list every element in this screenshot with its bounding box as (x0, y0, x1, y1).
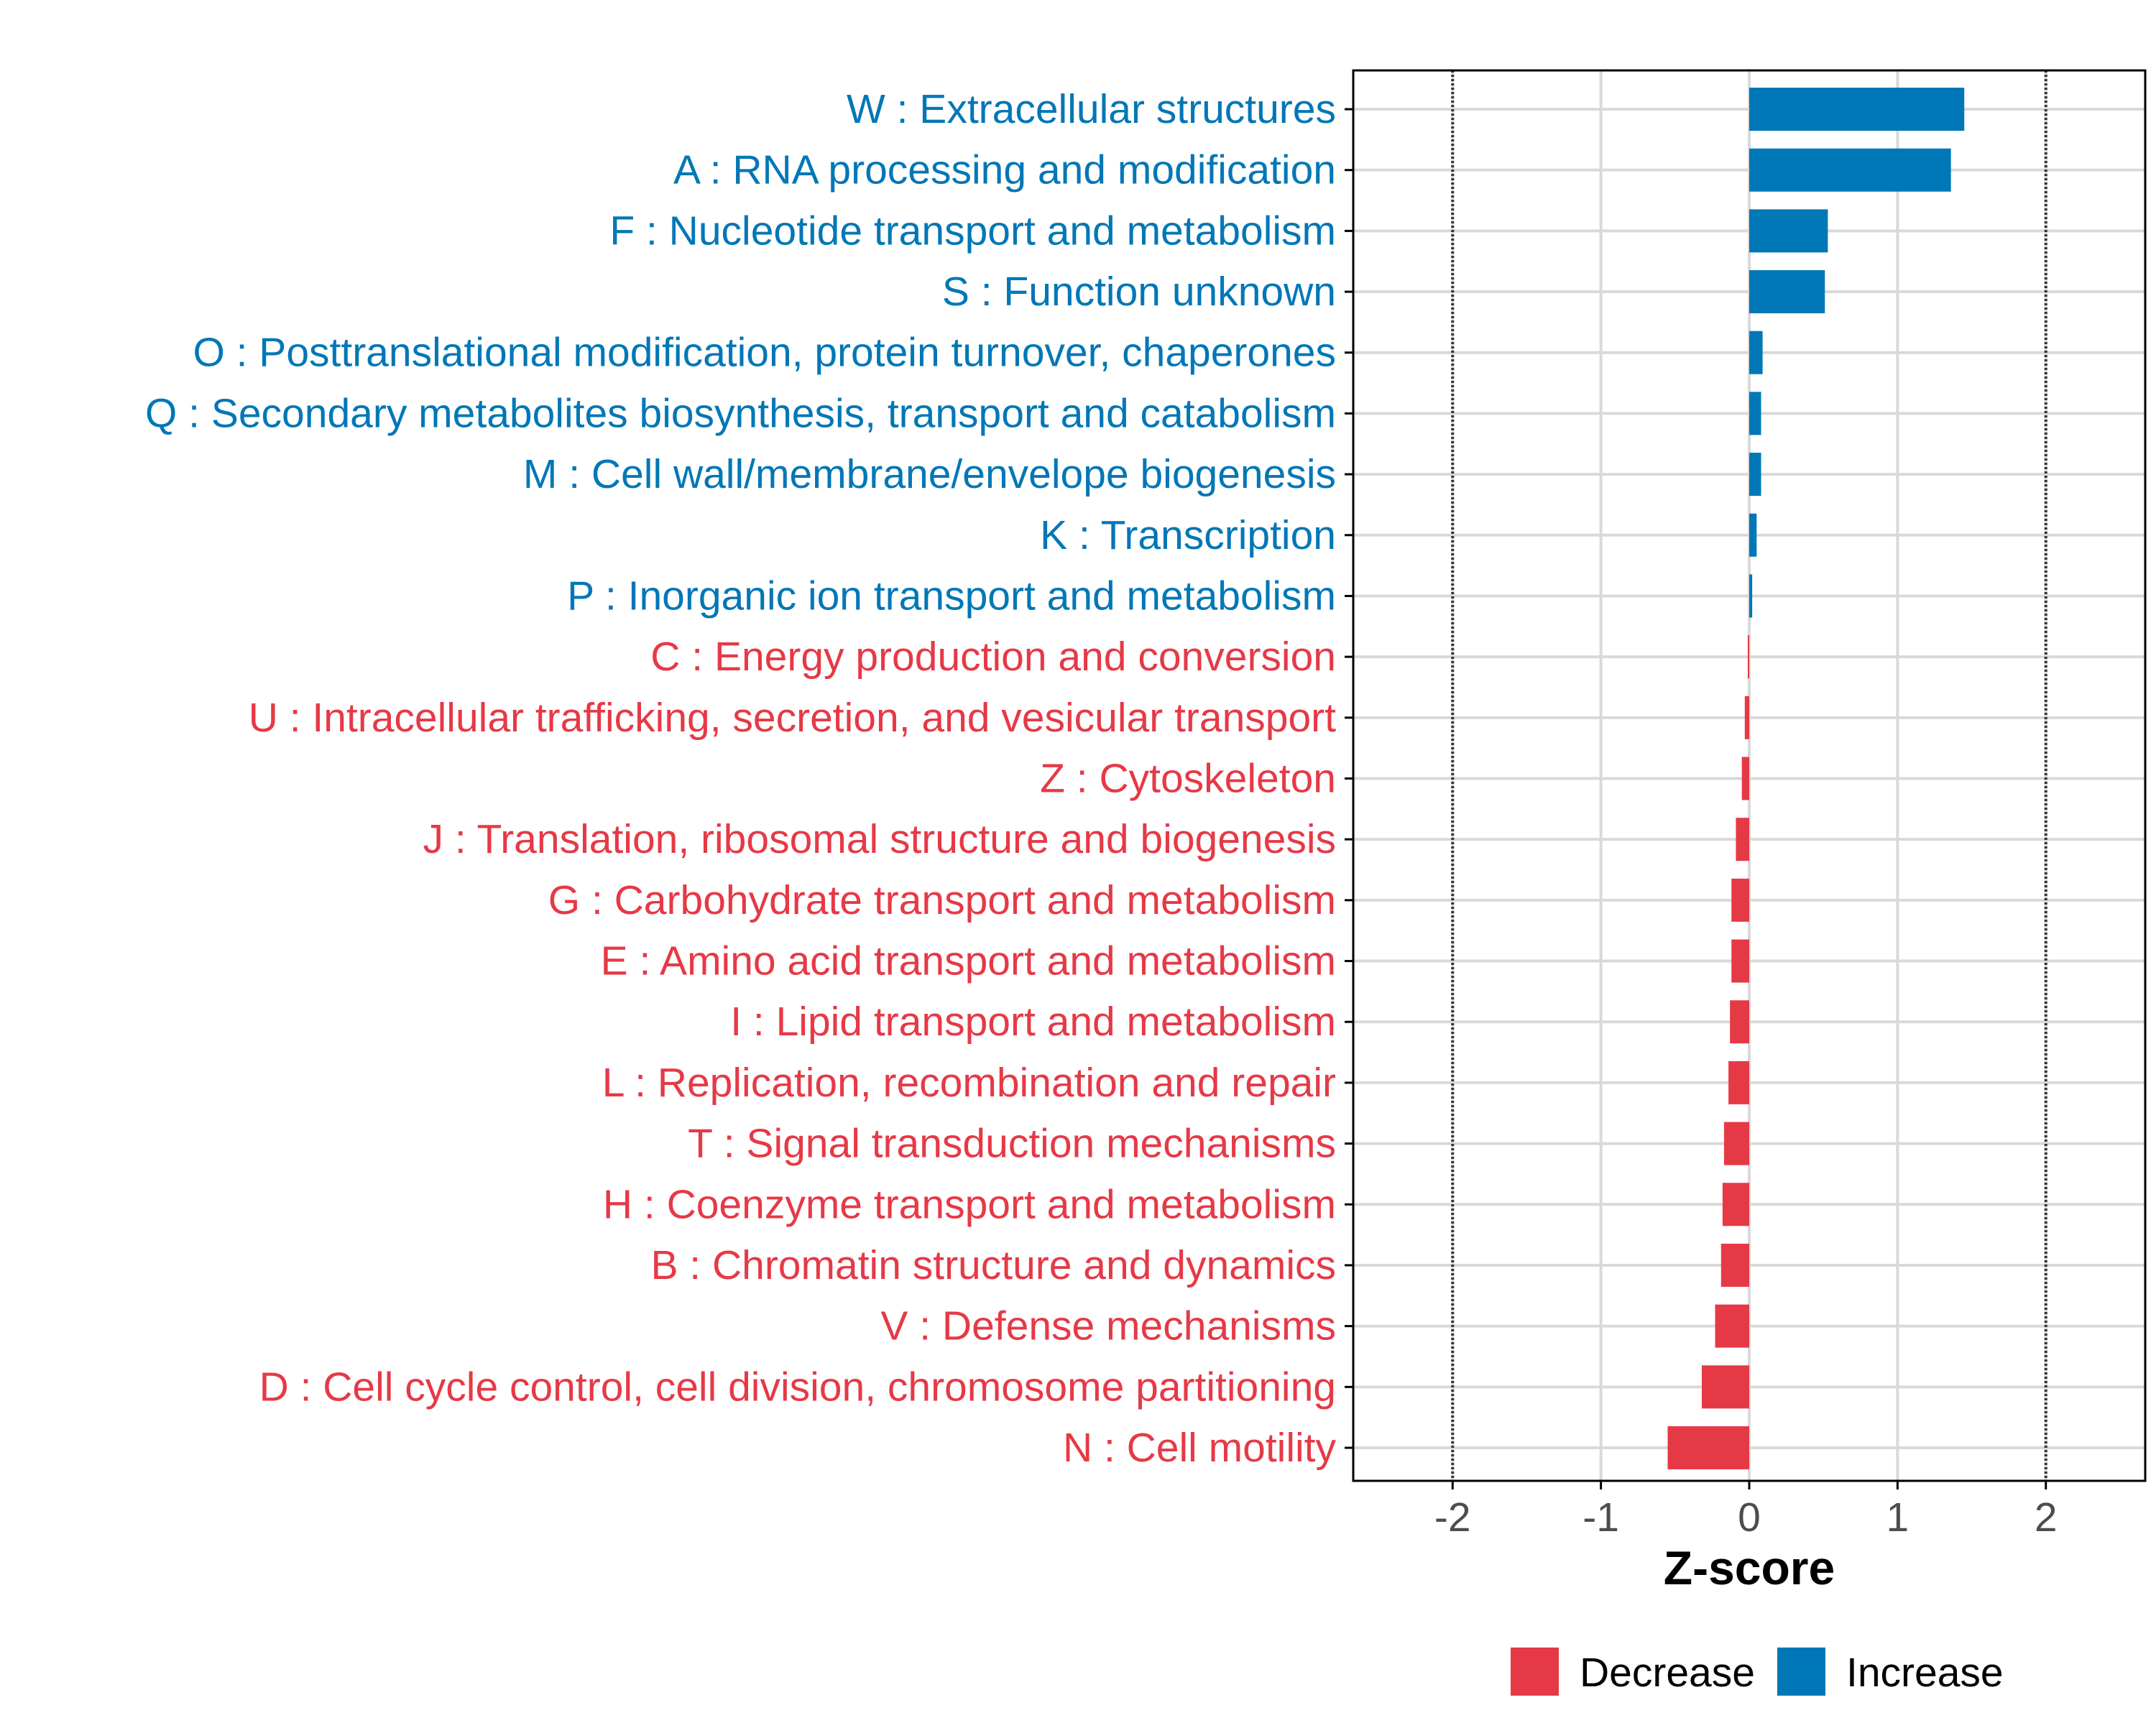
bar (1731, 939, 1749, 983)
category-label: D : Cell cycle control, cell division, c… (259, 1364, 1336, 1410)
category-label: S : Function unknown (942, 269, 1336, 315)
bars (1667, 88, 1965, 1469)
bar (1749, 331, 1763, 374)
category-label: O : Posttranslational modification, prot… (193, 330, 1336, 376)
category-label: T : Signal transduction mechanisms (688, 1121, 1336, 1167)
bar (1723, 1122, 1749, 1165)
bar (1715, 1304, 1749, 1348)
bar (1749, 453, 1761, 496)
category-label: P : Inorganic ion transport and metaboli… (567, 573, 1336, 619)
category-label: N : Cell motility (1063, 1425, 1337, 1471)
legend-label-decrease: Decrease (1580, 1650, 1755, 1696)
category-label: L : Replication, recombination and repai… (602, 1060, 1336, 1106)
bar (1736, 818, 1749, 861)
bar (1730, 1000, 1749, 1044)
category-label: Q : Secondary metabolites biosynthesis, … (145, 390, 1336, 436)
category-label: K : Transcription (1040, 512, 1336, 558)
category-label: W : Extracellular structures (847, 86, 1336, 132)
bar (1747, 635, 1749, 679)
bar (1749, 270, 1825, 314)
bar (1749, 148, 1951, 192)
x-axis-title: Z-score (1664, 1541, 1835, 1594)
category-label: E : Amino acid transport and metabolism (601, 938, 1336, 984)
category-label: H : Coenzyme transport and metabolism (603, 1181, 1336, 1227)
category-label: I : Lipid transport and metabolism (730, 999, 1336, 1045)
bar (1749, 513, 1757, 557)
category-label: B : Chromatin structure and dynamics (650, 1242, 1336, 1288)
bar (1749, 209, 1828, 253)
bar (1720, 1243, 1749, 1287)
bar (1741, 757, 1749, 800)
x-tick-label: 2 (2035, 1494, 2058, 1540)
category-label: U : Intracellular trafficking, secretion… (249, 695, 1336, 741)
x-tick-label: -1 (1583, 1494, 1619, 1540)
legend-swatch-decrease (1511, 1648, 1559, 1696)
legend: Decrease Increase (1511, 1648, 2004, 1696)
category-label: V : Defense mechanisms (880, 1303, 1336, 1349)
x-axis: -2 -1 0 1 2 (1434, 1481, 2058, 1540)
category-label: G : Carbohydrate transport and metabolis… (548, 877, 1336, 923)
category-label: Z : Cytoskeleton (1040, 756, 1336, 802)
category-label: M : Cell wall/membrane/envelope biogenes… (523, 451, 1336, 497)
x-tick-label: 1 (1886, 1494, 1909, 1540)
x-tick-label: -2 (1434, 1494, 1471, 1540)
y-axis: W : Extracellular structures A : RNA proc… (145, 86, 1353, 1471)
category-label: C : Energy production and conversion (650, 634, 1336, 680)
bar (1749, 392, 1761, 435)
category-label: A : RNA processing and modification (673, 147, 1336, 193)
bar (1701, 1365, 1749, 1409)
bar (1744, 696, 1749, 739)
legend-swatch-increase (1777, 1648, 1825, 1696)
legend-label-increase: Increase (1846, 1650, 2004, 1696)
bar (1731, 878, 1749, 922)
bar (1749, 88, 1965, 131)
bar (1722, 1183, 1749, 1226)
bar (1749, 574, 1753, 618)
x-tick-label: 0 (1738, 1494, 1761, 1540)
bar (1667, 1426, 1749, 1469)
category-label: F : Nucleotide transport and metabolism (609, 208, 1336, 254)
category-label: J : Translation, ribosomal structure and… (423, 816, 1336, 862)
bar (1728, 1061, 1749, 1104)
